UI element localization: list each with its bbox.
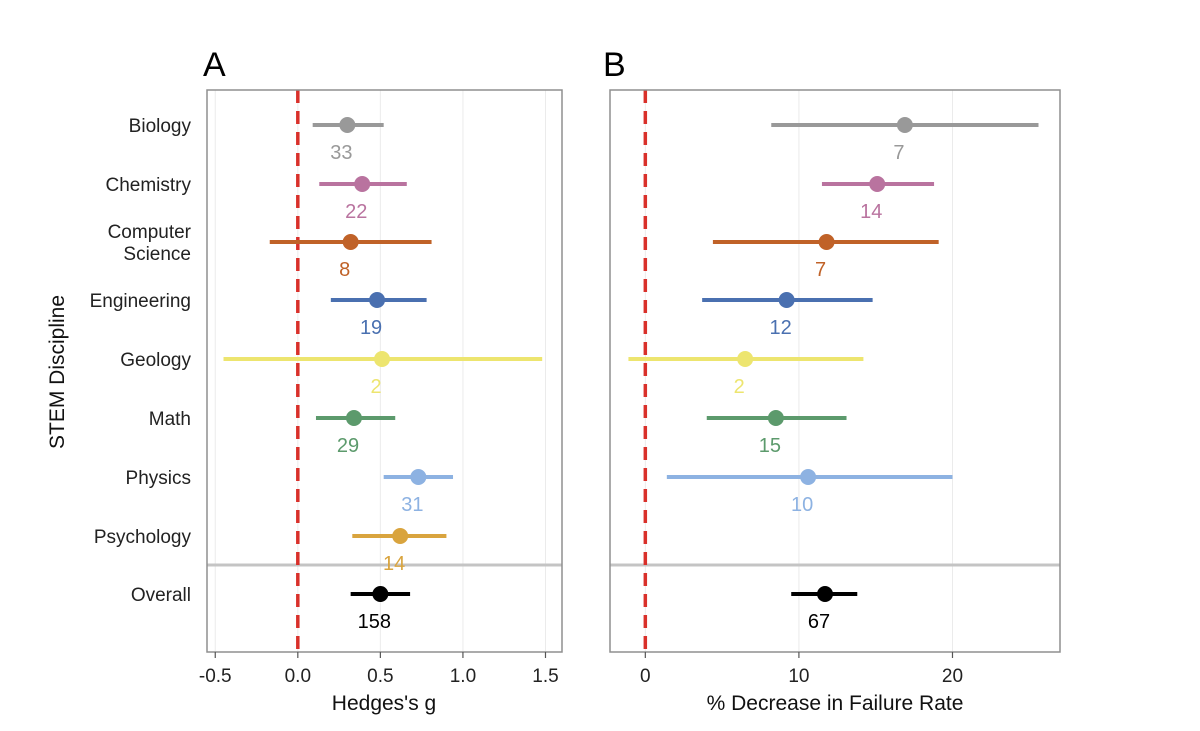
panel-b-letter: B [603, 46, 626, 84]
panel-a-x-axis-title: Hedges's g [332, 692, 436, 715]
sample-size-label-biology: 33 [330, 142, 352, 164]
x-tick-label: -0.5 [199, 666, 232, 687]
sample-size-label-biology: 7 [893, 142, 904, 164]
sample-size-label-physics: 31 [401, 494, 423, 516]
sample-size-label-math: 15 [759, 435, 781, 457]
x-tick-label: 1.0 [450, 666, 476, 687]
panel-b-x-axis-title: % Decrease in Failure Rate [707, 692, 964, 715]
category-label-physics: Physics [126, 468, 191, 489]
x-tick-label: 0 [640, 666, 651, 687]
panel-b-x-ticks: 0 10 20 [640, 652, 963, 687]
category-label-psychology: Psychology [94, 527, 192, 548]
category-label-math: Math [149, 409, 191, 430]
y-axis-title: STEM Discipline [46, 295, 69, 449]
panel-a: A 33 22 8 19 2 29 31 14 158 Biology Chemistry Comp… [90, 46, 563, 715]
category-label-line: Science [123, 244, 191, 265]
sample-size-label-psychology: 14 [383, 553, 405, 575]
category-label-biology: Biology [129, 116, 192, 137]
x-tick-label: 0.5 [367, 666, 393, 687]
point-estimate-computer-science [818, 234, 835, 250]
category-label-line: Computer [108, 222, 192, 243]
sample-size-label-chemistry: 14 [860, 201, 882, 223]
point-estimate-chemistry [354, 176, 371, 192]
point-estimate-physics [800, 469, 817, 485]
point-estimate-math [345, 410, 362, 426]
x-tick-label: 0.0 [285, 666, 311, 687]
sample-size-label-overall: 67 [808, 611, 830, 633]
panel-a-category-labels: Biology Chemistry Computer Science Engineeri… [90, 116, 192, 606]
point-estimate-engineering [369, 292, 386, 308]
panel-a-letter: A [203, 46, 226, 84]
category-label-geology: Geology [120, 350, 191, 371]
point-estimate-overall [817, 586, 834, 602]
point-estimate-chemistry [869, 176, 886, 192]
category-label-computer-science: Computer Science [108, 222, 192, 265]
panel-b-marks: 7 14 7 12 2 15 10 67 [610, 90, 1060, 652]
panel-b-gridlines [644, 90, 953, 652]
panel-a-x-ticks: -0.5 0.0 0.5 1.0 1.5 [199, 652, 559, 687]
point-estimate-overall [372, 586, 389, 602]
x-tick-label: 10 [788, 666, 809, 687]
point-estimate-engineering [778, 292, 795, 308]
sample-size-label-math: 29 [337, 435, 359, 457]
point-estimate-physics [410, 469, 427, 485]
sample-size-label-engineering: 12 [769, 317, 791, 339]
category-label-chemistry: Chemistry [105, 175, 191, 196]
point-estimate-biology [896, 117, 913, 133]
sample-size-label-chemistry: 22 [345, 201, 367, 223]
point-estimate-computer-science [342, 234, 359, 250]
panel-a-gridlines [214, 90, 546, 652]
panel-a-marks: 33 22 8 19 2 29 31 14 158 [207, 90, 562, 652]
point-estimate-geology [737, 351, 754, 367]
point-estimate-psychology [392, 528, 409, 544]
point-estimate-geology [374, 351, 391, 367]
panel-b: B 7 14 7 12 2 15 10 67 0 10 20 % Decrease in Fail… [603, 46, 1061, 715]
sample-size-label-computer-science: 7 [815, 259, 826, 281]
category-label-overall: Overall [131, 585, 191, 606]
x-tick-label: 20 [942, 666, 963, 687]
sample-size-label-overall: 158 [358, 611, 391, 633]
x-tick-label: 1.5 [532, 666, 558, 687]
category-label-engineering: Engineering [90, 291, 191, 312]
panel-a-frame [206, 89, 563, 653]
sample-size-label-geology: 2 [370, 376, 381, 398]
sample-size-label-geology: 2 [734, 376, 745, 398]
sample-size-label-engineering: 19 [360, 317, 382, 339]
point-estimate-biology [339, 117, 356, 133]
point-estimate-math [767, 410, 784, 426]
panel-b-frame [609, 89, 1061, 653]
sample-size-label-computer-science: 8 [339, 259, 350, 281]
sample-size-label-physics: 10 [791, 494, 813, 516]
